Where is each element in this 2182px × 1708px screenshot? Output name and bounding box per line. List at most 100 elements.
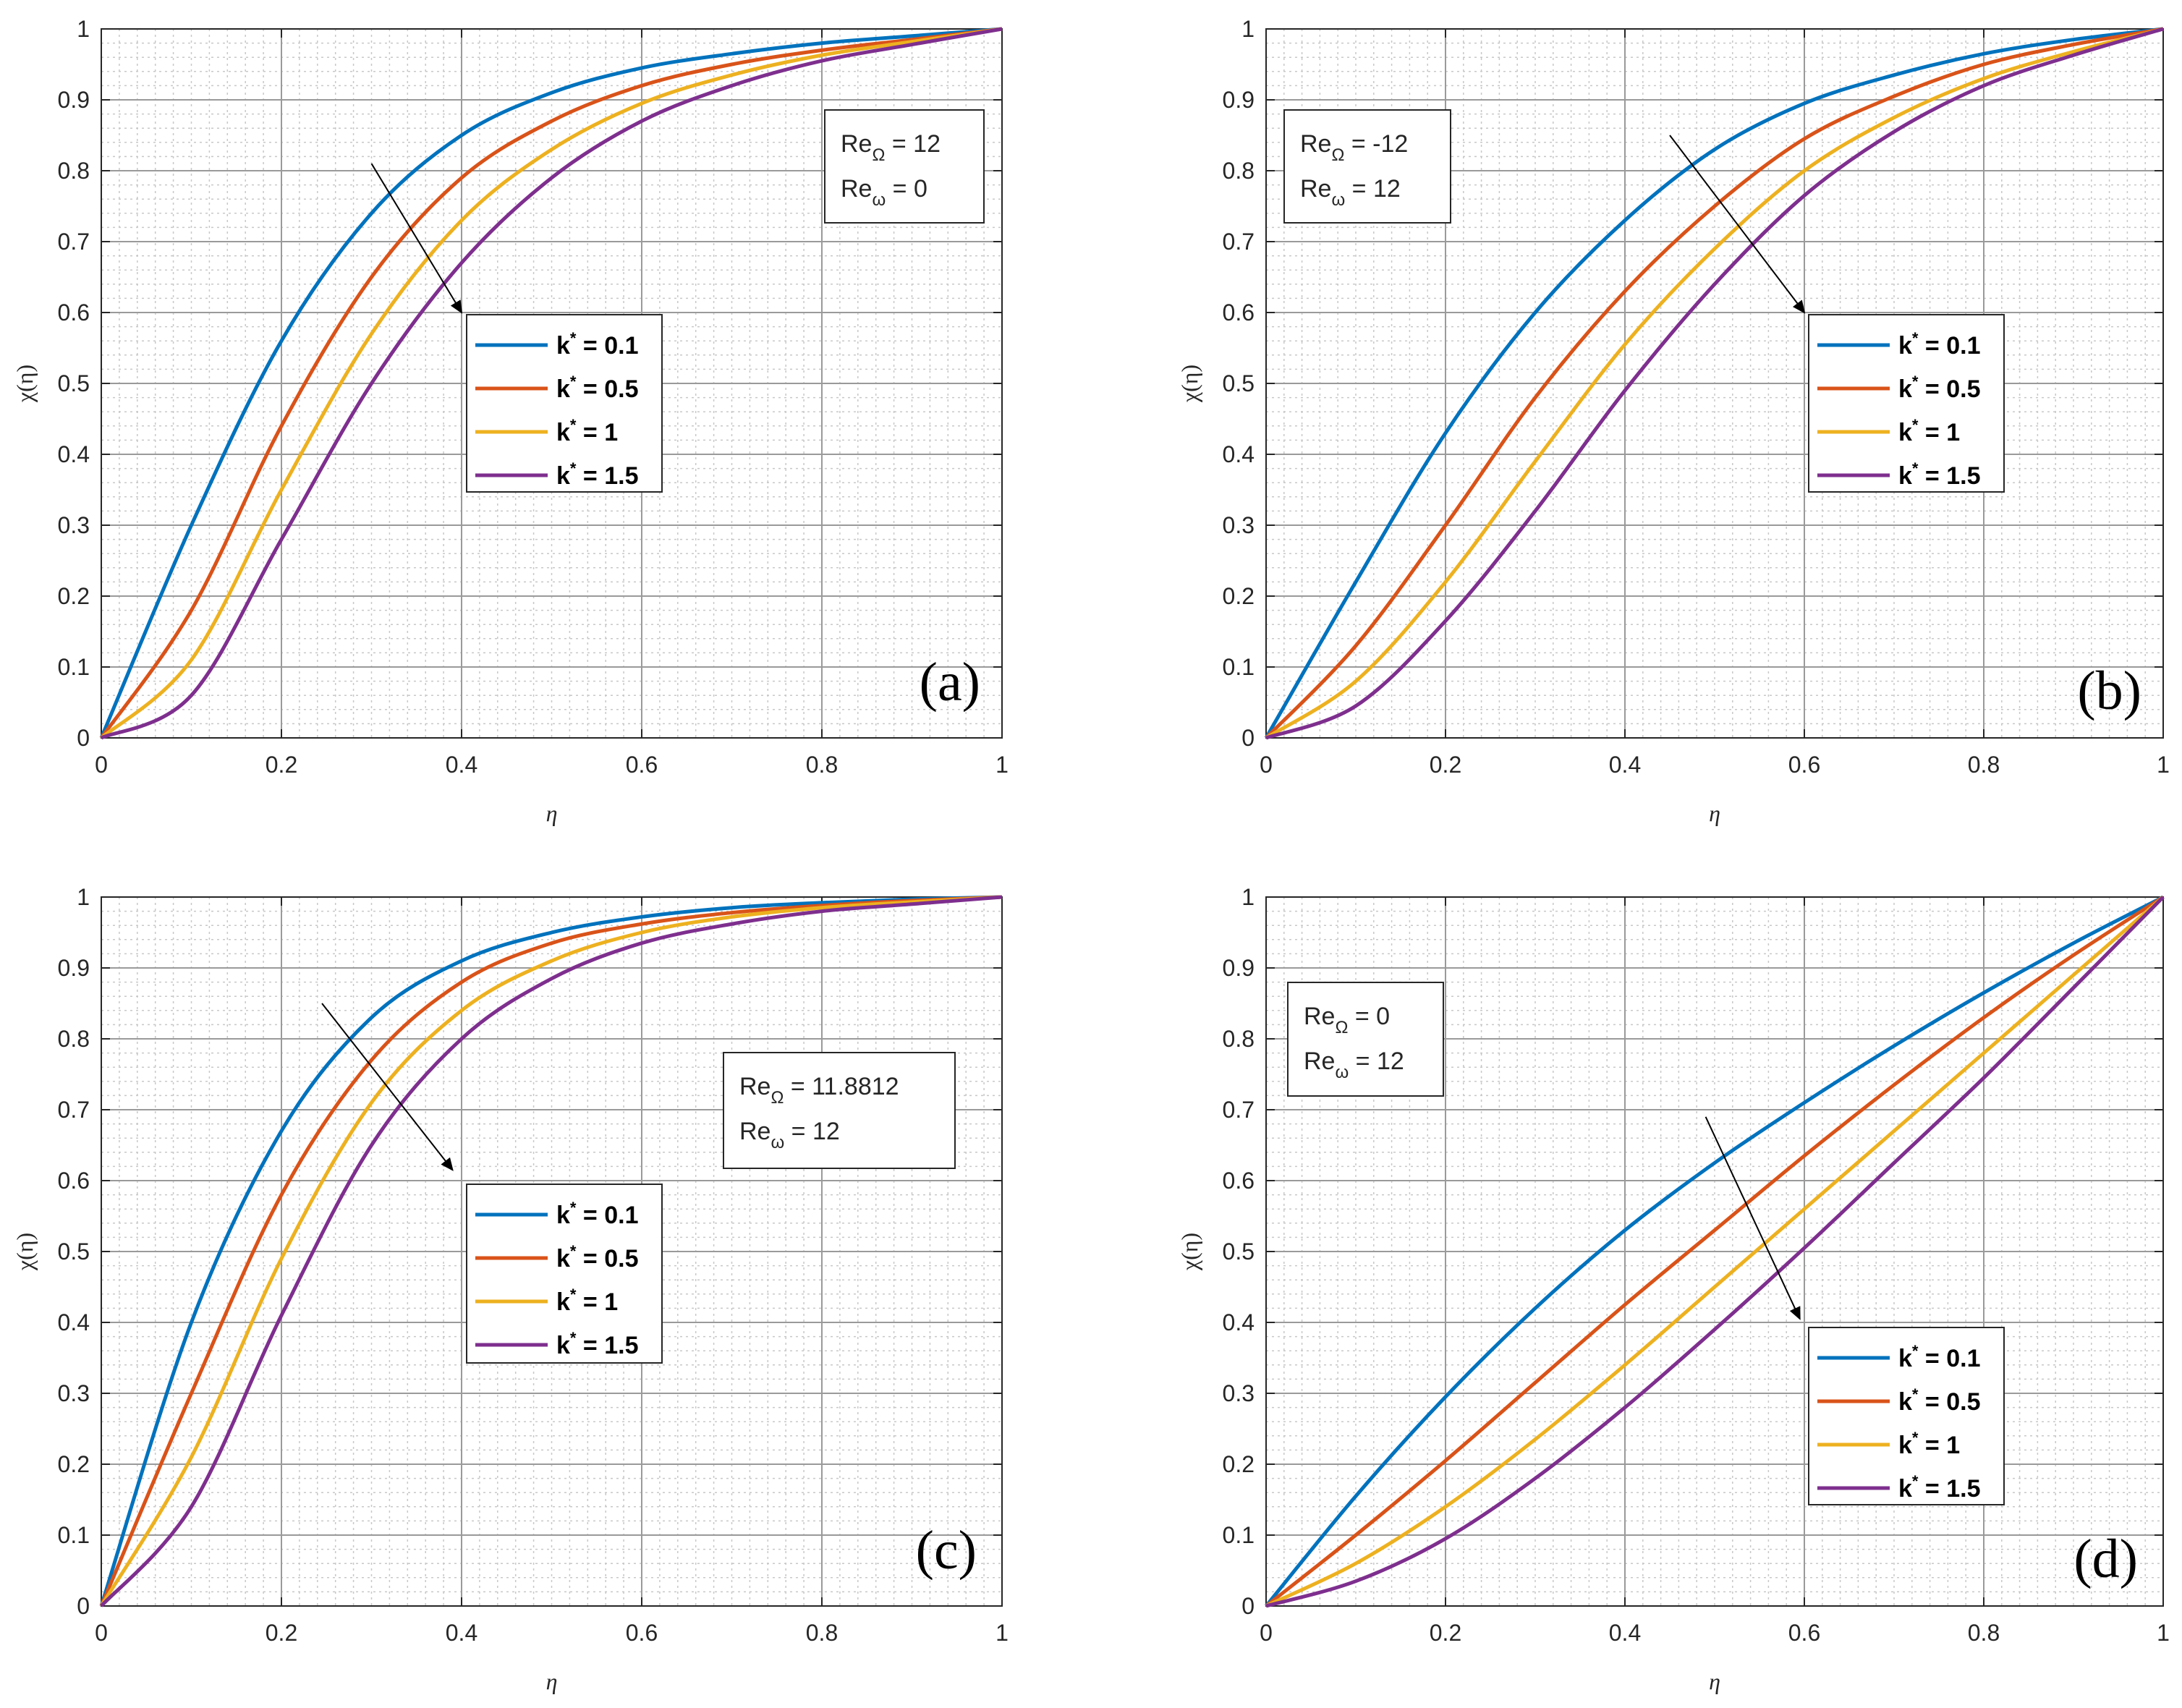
parameter-box [824,109,985,224]
y-tick-label: 1 [1241,884,1255,910]
y-tick-label: 0.3 [58,512,90,538]
series-line-1 [99,895,1003,1607]
y-tick-label: 0.8 [58,158,90,184]
parameter-text: ReΩ = -12 [1300,130,1408,165]
legend-label: k* = 0.5 [1898,373,1981,403]
trend-arrow [1705,1116,1801,1320]
y-tick-label: 0 [77,1593,90,1619]
x-axis-label: η [546,800,558,826]
y-tick-label: 0.2 [58,1451,90,1477]
x-tick-label: 0.4 [1609,752,1641,778]
y-tick-label: 0.8 [1223,1026,1255,1052]
y-tick-label: 0.9 [1223,87,1255,113]
x-tick-label: 0.8 [806,1620,838,1646]
parameter-box [1283,109,1451,224]
legend-label: k* = 1.5 [556,459,639,490]
legend-label: k* = 0.5 [1898,1385,1981,1416]
parameter-text: ReΩ = 12 [841,130,941,165]
x-tick-label: 1 [2157,752,2170,778]
y-tick-label: 0 [1241,725,1255,751]
x-tick-label: 0 [1260,1620,1273,1646]
legend-label: k* = 1 [556,416,618,446]
legend-label: k* = 1 [1898,1429,1960,1459]
parameter-box [723,1052,956,1169]
y-tick-label: 0.2 [1223,1451,1255,1477]
y-tick-label: 0.7 [1223,1097,1255,1123]
series-line-0 [99,27,1003,739]
y-tick-label: 0.6 [58,299,90,326]
series-line-2 [1265,896,2165,1608]
series-line-2 [100,27,1003,739]
x-tick-label: 0 [95,1620,108,1646]
trend-arrow [1669,135,1806,314]
series-line-1 [1265,27,2164,739]
x-tick-label: 0.8 [806,752,838,778]
x-tick-label: 0.2 [266,1620,297,1646]
series-line-3 [1265,896,2165,1608]
x-tick-label: 0.4 [446,1620,477,1646]
y-tick-label: 0.5 [1223,370,1255,396]
y-tick-label: 0.1 [1223,654,1255,680]
series-line-3 [100,895,1003,1607]
legend-label: k* = 0.1 [556,1199,639,1229]
parameter-box [1287,982,1444,1097]
legend-label: k* = 1 [1898,416,1960,446]
series-line-3 [100,27,1003,740]
y-tick-label: 0.4 [58,1309,90,1335]
series-line-0 [1265,895,2165,1607]
chart-panel-a: 0 0.2 0.4 0.6 0.8 1 0 0.1 0.2 0.3 0.4 0.5 0.6 0.7 0.8 0… [12,16,1009,826]
parameter-text: Reω = 0 [841,175,927,210]
y-axis-label: χ(η) [12,365,38,403]
x-tick-label: 0.2 [1430,1620,1461,1646]
y-tick-label: 0.7 [1223,229,1255,255]
y-tick-label: 0.8 [1223,158,1255,184]
y-tick-label: 0.9 [58,87,90,113]
x-axis-label: η [1709,800,1720,826]
series-lines [1265,895,2165,1608]
y-tick-label: 0.5 [1223,1238,1255,1265]
major-grid [1266,29,2163,738]
y-axis-label: χ(η) [1176,365,1202,403]
parameter-text: Reω = 12 [1300,175,1401,210]
series-line-2 [99,895,1003,1607]
series-line-2 [1265,27,2164,740]
x-tick-label: 0 [1260,752,1273,778]
series-lines [99,895,1003,1607]
x-tick-label: 1 [2157,1620,2170,1646]
legend-label: k* = 1.5 [556,1329,639,1359]
y-tick-label: 0 [1241,1593,1255,1619]
parameter-text: ReΩ = 0 [1304,1003,1390,1037]
y-tick-label: 0.4 [1223,1309,1255,1335]
y-tick-label: 0 [77,725,90,751]
y-tick-label: 0.4 [1223,441,1255,467]
trend-arrow [321,1003,454,1171]
chart-panel-b: 0 0.2 0.4 0.6 0.8 1 0 0.1 0.2 0.3 0.4 0.5 0.6 0.7 0.8 0… [1176,16,2170,826]
x-tick-label: 1 [996,1620,1009,1646]
y-tick-label: 0.7 [58,1097,90,1123]
series-lines [99,27,1003,740]
y-tick-label: 1 [77,884,90,910]
y-tick-label: 0.2 [1223,583,1255,609]
trend-arrow [370,163,463,314]
y-tick-label: 0.1 [58,654,90,680]
panel-label: (d) [2073,1529,2138,1589]
parameter-text: Reω = 12 [1304,1048,1404,1082]
y-tick-label: 0.7 [58,229,90,255]
legend-label: k* = 0.1 [1898,1342,1981,1372]
y-tick-label: 0.5 [58,370,90,396]
y-tick-label: 0.3 [58,1380,90,1406]
x-tick-label: 0.6 [626,1620,658,1646]
legend-label: k* = 1.5 [1898,1472,1981,1503]
legend-label: k* = 0.1 [556,329,639,360]
y-tick-label: 1 [1241,16,1255,42]
x-tick-label: 0.8 [1968,752,2000,778]
panel-label: (a) [920,652,980,713]
x-tick-label: 0.8 [1968,1620,2000,1646]
y-tick-label: 1 [77,16,90,42]
x-tick-label: 0.4 [446,752,477,778]
y-tick-label: 0.6 [1223,299,1255,326]
series-line-3 [1265,27,2164,740]
x-tick-label: 0.4 [1609,1620,1641,1646]
series-line-0 [1264,27,2164,739]
y-tick-label: 0.6 [1223,1168,1255,1194]
